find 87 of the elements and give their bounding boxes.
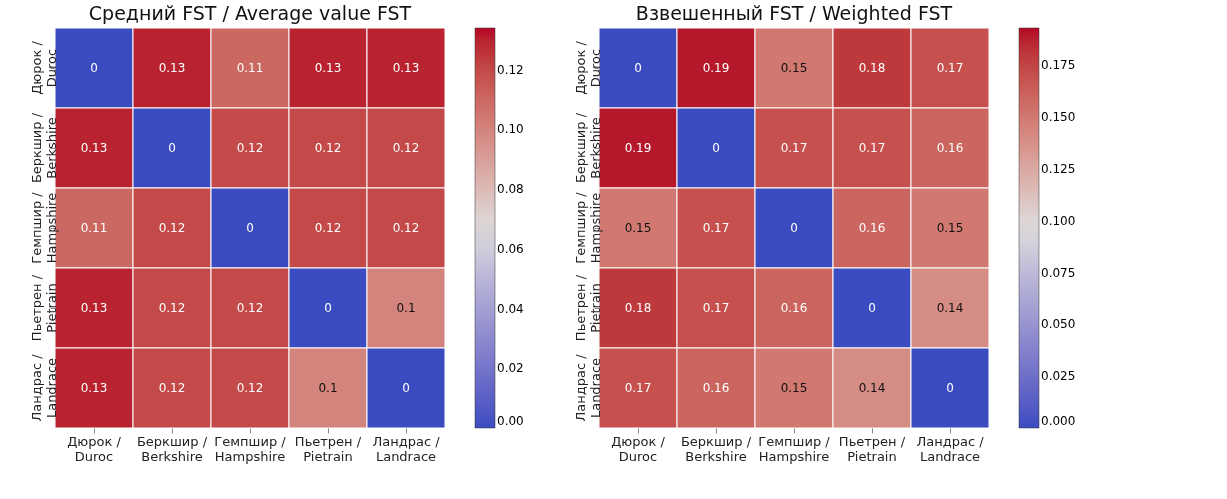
- data-label: 0: [324, 301, 332, 315]
- data-label: 0: [168, 141, 176, 155]
- x-tick-label: Пьетрен / Pietrain: [294, 433, 362, 464]
- x-tick-label: Пьетрен / Pietrain: [838, 433, 906, 464]
- data-label: 0.12: [392, 221, 420, 235]
- data-label: 0.13: [80, 381, 108, 395]
- x-tick-label: Гемпшир / Hampshire: [758, 433, 831, 464]
- y-tick-label: Ландрас / Landrace: [572, 353, 603, 422]
- y-tick-label: Беркшир / Berkshire: [572, 112, 603, 184]
- data-label: 0.13: [392, 61, 420, 75]
- color-bar-label: 0.10: [497, 122, 524, 137]
- data-label: 0.12: [158, 221, 186, 235]
- data-label: 0.12: [236, 141, 264, 155]
- data-label: 0.14: [858, 381, 886, 395]
- y-tick-label: Дюрок / Duroc: [28, 40, 59, 95]
- color-bar-label: 0.000: [1041, 414, 1076, 428]
- data-label: 0: [712, 141, 720, 155]
- data-label: 0.15: [780, 61, 808, 75]
- y-tick-label: Пьетрен / Pietrain: [28, 274, 59, 342]
- x-tick-label: Ландрас / Landrace: [916, 433, 985, 464]
- data-label: 0: [246, 221, 254, 235]
- y-tick-label: Беркшир / Berkshire: [28, 112, 59, 184]
- chart-title: Взвешенный FST / Weighted FST: [635, 1, 953, 24]
- data-label: 0: [90, 61, 98, 75]
- data-label: 0.17: [936, 61, 964, 75]
- data-label: 0.13: [314, 61, 342, 75]
- data-label: 0.12: [314, 141, 342, 155]
- x-tick-label: Беркшир / Berkshire: [680, 433, 752, 464]
- data-label: 0.15: [780, 381, 808, 395]
- color-bar-label: 0.125: [1041, 161, 1076, 176]
- data-label: 0.11: [80, 221, 108, 235]
- data-label: 0.18: [858, 61, 886, 75]
- data-label: 0.19: [702, 61, 730, 75]
- data-label: 0.12: [236, 381, 264, 395]
- y-tick-label: Гемпшир / Hampshire: [572, 191, 603, 264]
- data-label: 0: [790, 221, 798, 235]
- color-bar-label: 0.02: [497, 361, 524, 376]
- data-label: 0.1: [396, 301, 416, 315]
- data-label: 0.14: [936, 301, 964, 315]
- data-label: 0.12: [158, 301, 186, 315]
- color-bar-label: 0.08: [497, 182, 524, 197]
- data-label: 0.17: [858, 141, 886, 155]
- data-label: 0.17: [780, 141, 808, 155]
- data-label: 0.13: [80, 141, 108, 155]
- x-tick-label: Дюрок / Duroc: [611, 433, 666, 464]
- data-label: 0: [946, 381, 954, 395]
- x-tick-label: Беркшир / Berkshire: [136, 433, 208, 464]
- data-label: 0: [634, 61, 642, 75]
- color-bar-label: 0.12: [497, 62, 524, 77]
- color-bar-label: 0.025: [1041, 369, 1076, 384]
- color-bar-label: 0.075: [1041, 265, 1076, 280]
- y-tick-label: Дюрок / Duroc: [572, 40, 603, 95]
- data-label: 0.15: [624, 221, 652, 235]
- y-tick-label: Ландрас / Landrace: [28, 353, 59, 422]
- data-label: 0.1: [318, 381, 338, 395]
- data-label: 0.17: [702, 221, 730, 235]
- data-label: 0.17: [624, 381, 652, 395]
- color-bar-label: 0.06: [497, 241, 524, 256]
- chart-title: Средний FST / Average value FST: [88, 1, 412, 24]
- data-label: 0.17: [702, 301, 730, 315]
- data-label: 0.18: [624, 301, 652, 315]
- x-tick-label: Гемпшир / Hampshire: [214, 433, 287, 464]
- color-bar-label: 0.100: [1041, 213, 1076, 228]
- data-label: 0.12: [392, 141, 420, 155]
- data-label: 0.19: [624, 141, 652, 155]
- data-label: 0.16: [936, 141, 964, 155]
- data-label: 0.16: [858, 221, 886, 235]
- color-bar-label: 0.04: [497, 301, 524, 316]
- color-bar-label: 0.00: [497, 414, 524, 428]
- color-bar-label: 0.050: [1041, 317, 1076, 332]
- data-label: 0.16: [780, 301, 808, 315]
- data-label: 0.12: [314, 221, 342, 235]
- data-label: 0.11: [236, 61, 264, 75]
- data-label: 0.12: [158, 381, 186, 395]
- data-label: 0.12: [236, 301, 264, 315]
- color-bar-label: 0.175: [1041, 58, 1076, 73]
- y-tick-label: Гемпшир / Hampshire: [28, 191, 59, 264]
- x-tick-label: Дюрок / Duroc: [67, 433, 122, 464]
- data-label: 0.13: [158, 61, 186, 75]
- color-bar-label: 0.150: [1041, 110, 1076, 125]
- data-label: 0: [868, 301, 876, 315]
- data-label: 0.13: [80, 301, 108, 315]
- data-label: 0.15: [936, 221, 964, 235]
- data-label: 0.16: [702, 381, 730, 395]
- y-tick-label: Пьетрен / Pietrain: [572, 274, 603, 342]
- data-label: 0: [402, 381, 410, 395]
- x-tick-label: Ландрас / Landrace: [372, 433, 441, 464]
